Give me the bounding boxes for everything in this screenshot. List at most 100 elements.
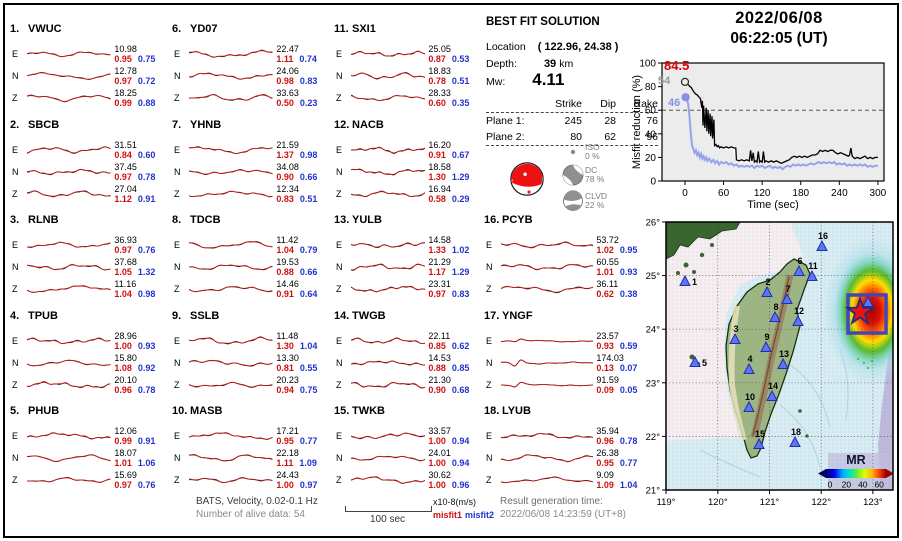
misfit-values: 0.97 0.72 [114, 76, 170, 86]
mr-colorbar-title: MR [846, 453, 865, 467]
waveform-PHUB-E [26, 432, 111, 440]
misfit1-value: 0.87 [428, 54, 446, 64]
fit-numbers: 27.04 1.12 0.91 [111, 184, 170, 204]
component-label: Z [174, 475, 180, 485]
fit-numbers: 18.07 1.01 1.06 [111, 448, 170, 468]
fit-numbers: 16.94 0.58 0.29 [425, 184, 484, 204]
focal-mechanism-beachball-icon [508, 160, 546, 201]
station-number: 1. [10, 23, 20, 35]
misfit2-value: 0.95 [619, 245, 638, 255]
station-TPUB: 4. TPUB E 28.96 1.00 0.93 N 15.80 1.08 0.92 Z 20.10… [10, 309, 170, 404]
amplitude-value: 31.51 [114, 139, 137, 150]
amplitude-value: 34.08 [276, 161, 299, 172]
map-station-number: 12 [794, 306, 804, 316]
misfit2-value: 0.78 [137, 384, 156, 395]
misfit1-value: 1.00 [114, 340, 132, 351]
station-number: 10. [172, 405, 188, 417]
misfit2-value: 0.67 [451, 149, 470, 160]
waveform-TWGB-Z [350, 381, 426, 388]
misfit2-value: 0.51 [299, 193, 318, 204]
map-station-number: 5 [702, 358, 707, 368]
svg-text:300: 300 [870, 188, 887, 199]
component-row-TPUB-N: N 15.80 1.08 0.92 [10, 352, 170, 374]
misfit1-value: 0.95 [596, 458, 614, 468]
map-station-number: 18 [791, 427, 801, 437]
component-row-SBCB-Z: Z 27.04 1.12 0.91 [10, 183, 170, 205]
component-row-TWKB-Z: Z 30.62 1.00 0.96 [334, 469, 484, 491]
clvd-value: 22 % [585, 199, 605, 210]
misfit-values: 0.87 0.53 [428, 54, 484, 64]
fit-numbers: 21.29 1.17 1.29 [425, 257, 484, 277]
component-row-YHNB-E: E 21.59 1.37 0.98 [172, 139, 332, 161]
amplitude-value: 20.10 [114, 374, 137, 385]
misfit2-value: 0.75 [299, 384, 318, 395]
waveform-PCYB-E [500, 241, 594, 249]
component-row-YHNB-Z: Z 12.34 0.83 0.51 [172, 183, 332, 205]
lat-label: 25° [646, 271, 661, 282]
misfit1-value: 1.00 [428, 480, 446, 490]
svg-text:0: 0 [682, 188, 688, 199]
component-row-LYUB-Z: Z 9.09 1.09 1.04 [484, 469, 652, 491]
fit-numbers: 11.42 1.04 0.79 [273, 235, 332, 255]
waveform-LYUB-N [500, 454, 594, 463]
component-label: Z [174, 379, 180, 390]
series-start-marker [681, 93, 690, 102]
component-label: Z [12, 93, 18, 103]
component-label: Z [486, 284, 492, 294]
dc-beachball-icon [561, 164, 585, 186]
station-header: 14. TWGB [334, 309, 484, 323]
amplitude-value: 21.29 [428, 257, 451, 267]
event-date: 2022/06/08 [735, 9, 823, 27]
fit-numbers: 24.43 1.00 0.97 [273, 470, 332, 490]
map-station-marker [769, 310, 781, 322]
component-label: Z [12, 188, 18, 199]
station-number: 4. [10, 309, 20, 322]
amplitude-value: 27.04 [114, 183, 137, 194]
waveform-YULB-E [350, 242, 426, 249]
fit-numbers: 22.11 0.85 0.62 [425, 331, 484, 351]
nodal-plane-table: Strike Dip Rake Plane 1: 245 28 76 Plane… [486, 96, 658, 146]
component-row-SXI1-Z: Z 28.33 0.60 0.35 [334, 87, 484, 109]
mw-value: 4.11 [532, 70, 565, 89]
component-label: Z [486, 379, 492, 390]
lat-label: 21° [646, 486, 661, 497]
station-YD07: 6. YD07 E 22.47 1.11 0.74 N 24.06 0.98 0.83 Z 33.63… [172, 22, 332, 117]
misfit-values: 0.84 0.60 [114, 150, 170, 160]
component-label: N [336, 71, 343, 81]
component-label: E [336, 49, 343, 59]
waveform-MASB-N [188, 454, 273, 462]
map-station-marker [679, 274, 691, 286]
waveform-YHNB-N [188, 168, 273, 175]
waveform-SSLB-N [188, 359, 273, 367]
misfit1-value: 0.99 [114, 98, 132, 108]
mr-scale-label: 20 [842, 480, 852, 490]
map-station-number: 8 [773, 302, 778, 312]
misfit-values: 0.93 0.59 [596, 341, 652, 351]
misfit-reduction-chart: 0 20 40 60 80 100 0 60 120 180 240 300 Time (sec) Mis… [631, 58, 887, 211]
misfit2-value: 0.05 [619, 384, 638, 395]
map-station-number: 4 [747, 354, 752, 364]
misfit2-value: 0.93 [619, 267, 638, 277]
component-row-VWUC-Z: Z 18.25 0.99 0.88 [10, 87, 170, 109]
misfit-values: 1.00 0.97 [276, 480, 332, 490]
component-row-RLNB-E: E 36.93 0.97 0.76 [10, 234, 170, 256]
misfit1-value: 1.33 [428, 245, 446, 255]
amplitude-value: 18.25 [114, 88, 137, 98]
component-row-PHUB-N: N 18.07 1.01 1.06 [10, 447, 170, 469]
station-code: SBCB [28, 118, 60, 131]
svg-text:180: 180 [792, 188, 809, 199]
misfit-values: 0.99 0.91 [114, 436, 170, 446]
station-header: 5. PHUB [10, 404, 170, 418]
component-row-NACB-N: N 18.58 1.30 1.29 [334, 161, 484, 183]
fit-numbers: 34.08 0.90 0.66 [273, 162, 332, 182]
component-row-PHUB-Z: Z 15.69 0.97 0.76 [10, 469, 170, 491]
station-code: NACB [352, 118, 384, 131]
station-MASB: 10. MASB E 17.21 0.95 0.77 N 22.18 1.11 1.09 Z 24.4… [172, 404, 332, 499]
fit-numbers: 28.33 0.60 0.35 [425, 88, 484, 108]
misfit2-value: 0.60 [137, 149, 156, 160]
station-SBCB: 2. SBCB E 31.51 0.84 0.60 N 37.45 0.97 0.78 Z 27.04… [10, 118, 170, 213]
misfit2-value: 0.91 [137, 193, 156, 204]
map-station-marker [793, 264, 805, 276]
waveform-PCYB-N [500, 264, 594, 271]
misfit2-value: 0.07 [619, 362, 638, 373]
